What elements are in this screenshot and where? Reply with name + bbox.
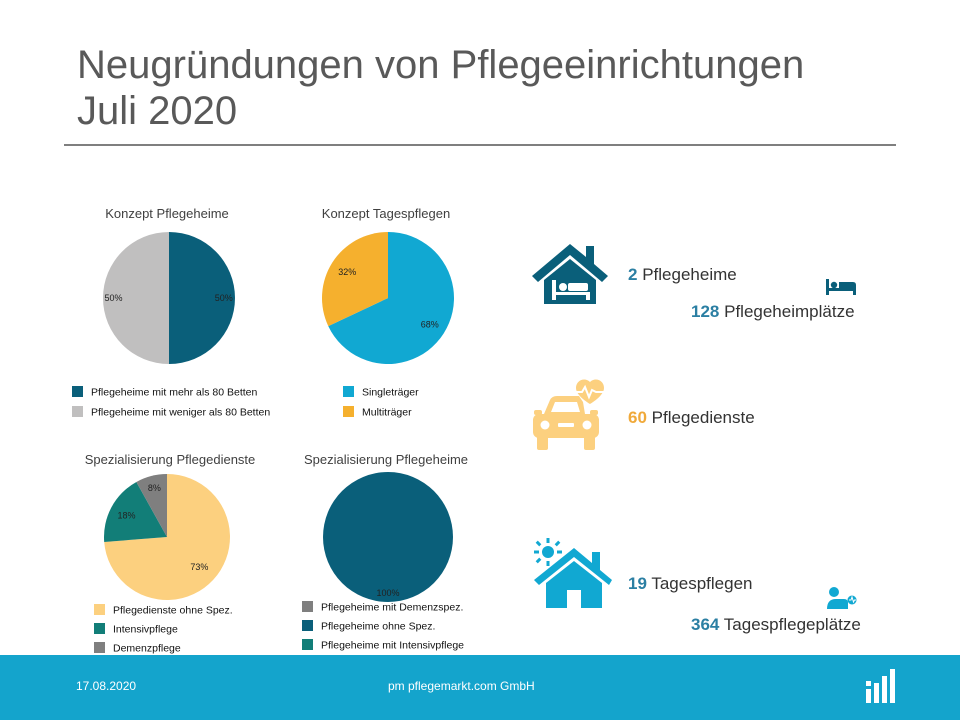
- legend-label: Pflegeheime mit Demenzspez.: [321, 602, 463, 614]
- stat-pflegedienste: 60 Pflegedienste: [628, 408, 755, 428]
- stat-tagespflegeplaetze-number: 364: [691, 615, 720, 634]
- legend-swatch: [343, 386, 354, 397]
- stat-tagespflegen-label: Tagespflegen: [651, 574, 753, 593]
- car-with-heartbeat-icon: [533, 379, 610, 450]
- legend-label: Singleträger: [362, 387, 419, 399]
- house-with-patient-in-bed-icon: [532, 244, 608, 304]
- slice-label: 68%: [421, 320, 439, 330]
- stat-pflegeheime-label: Pflegeheime: [642, 265, 737, 284]
- bed-icon: [826, 279, 856, 295]
- pie-slice: [103, 232, 169, 364]
- title-line-1: Neugründungen von Pflegeeinrichtungen: [77, 43, 805, 87]
- pie-slice: [104, 474, 230, 601]
- stat-pflegeheime: 2 Pflegeheime: [628, 265, 737, 285]
- pie-slice: [322, 232, 388, 327]
- legend-swatch: [302, 639, 313, 650]
- stat-tagespflegeplaetze-label: Tagespflegeplätze: [723, 615, 861, 634]
- legend-label: Demenzpflege: [113, 643, 181, 655]
- chart-title-3: Spezialisierung Pflegedienste: [85, 452, 256, 467]
- charts-area: Konzept Pflegeheime 50% 50% Pflegeheime mit…: [72, 206, 468, 655]
- legend-label: Intensivpflege: [113, 624, 178, 636]
- legend-label: Pflegeheime mit mehr als 80 Betten: [91, 387, 257, 399]
- house-with-sun-icon: [534, 538, 612, 608]
- footer-bar: 17.08.2020 pm pflegemarkt.com GmbH: [0, 655, 960, 720]
- chart-title-1: Konzept Pflegeheime: [105, 206, 229, 221]
- stat-tagespflegen: 19 Tagespflegen: [628, 574, 752, 594]
- slice-label: 100%: [376, 588, 399, 598]
- stat-pflegedienste-number: 60: [628, 408, 647, 427]
- slice-label: 8%: [148, 483, 161, 493]
- person-resting-icon: [827, 587, 857, 609]
- legend-label: Multiträger: [362, 407, 412, 419]
- stat-heimplaetze-label: Pflegeheimplätze: [724, 302, 855, 321]
- footer-date: 17.08.2020: [76, 679, 137, 693]
- slice-label: 50%: [105, 293, 123, 303]
- title-line-2: Juli 2020: [77, 89, 238, 133]
- stat-heimplaetze: 128 Pflegeheimplätze: [691, 302, 855, 322]
- legend-swatch: [72, 386, 83, 397]
- legend-label: Pflegeheime mit Intensivpflege: [321, 640, 464, 652]
- pie-slice: [328, 232, 454, 364]
- stat-pflegeheime-number: 2: [628, 265, 638, 284]
- legend-swatch: [302, 601, 313, 612]
- pie-slice: [323, 472, 453, 602]
- legend-swatch: [72, 406, 83, 417]
- page-title: Neugründungen von Pflegeeinrichtungen Ju…: [77, 42, 804, 134]
- slice-label: 73%: [190, 562, 208, 572]
- legend-swatch: [302, 620, 313, 631]
- stat-tagespflegeplaetze: 364 Tagespflegeplätze: [691, 615, 861, 635]
- stat-pflegedienste-label: Pflegedienste: [651, 408, 755, 427]
- legend-label: Pflegedienste ohne Spez.: [113, 605, 233, 617]
- chart-title-4: Spezialisierung Pflegeheime: [304, 452, 468, 467]
- pflegemarkt-logo-icon: [866, 669, 895, 703]
- legend-label: Pflegeheime ohne Spez.: [321, 621, 435, 633]
- slice-label: 18%: [117, 510, 135, 520]
- pie-slice: [169, 232, 235, 364]
- stat-tagespflegen-number: 19: [628, 574, 647, 593]
- legend-swatch: [94, 642, 105, 653]
- stat-heimplaetze-number: 128: [691, 302, 720, 321]
- legend-label: Pflegeheime mit weniger als 80 Betten: [91, 407, 270, 419]
- pie-slice: [104, 481, 167, 542]
- legend-swatch: [94, 604, 105, 615]
- legend-swatch: [343, 406, 354, 417]
- slice-label: 50%: [215, 293, 233, 303]
- slice-label: 32%: [338, 267, 356, 277]
- legend-swatch: [94, 623, 105, 634]
- chart-title-2: Konzept Tagespflegen: [322, 206, 450, 221]
- title-divider: [64, 144, 896, 146]
- pie-slice: [136, 474, 167, 537]
- footer-company: pm pflegemarkt.com GmbH: [388, 679, 535, 693]
